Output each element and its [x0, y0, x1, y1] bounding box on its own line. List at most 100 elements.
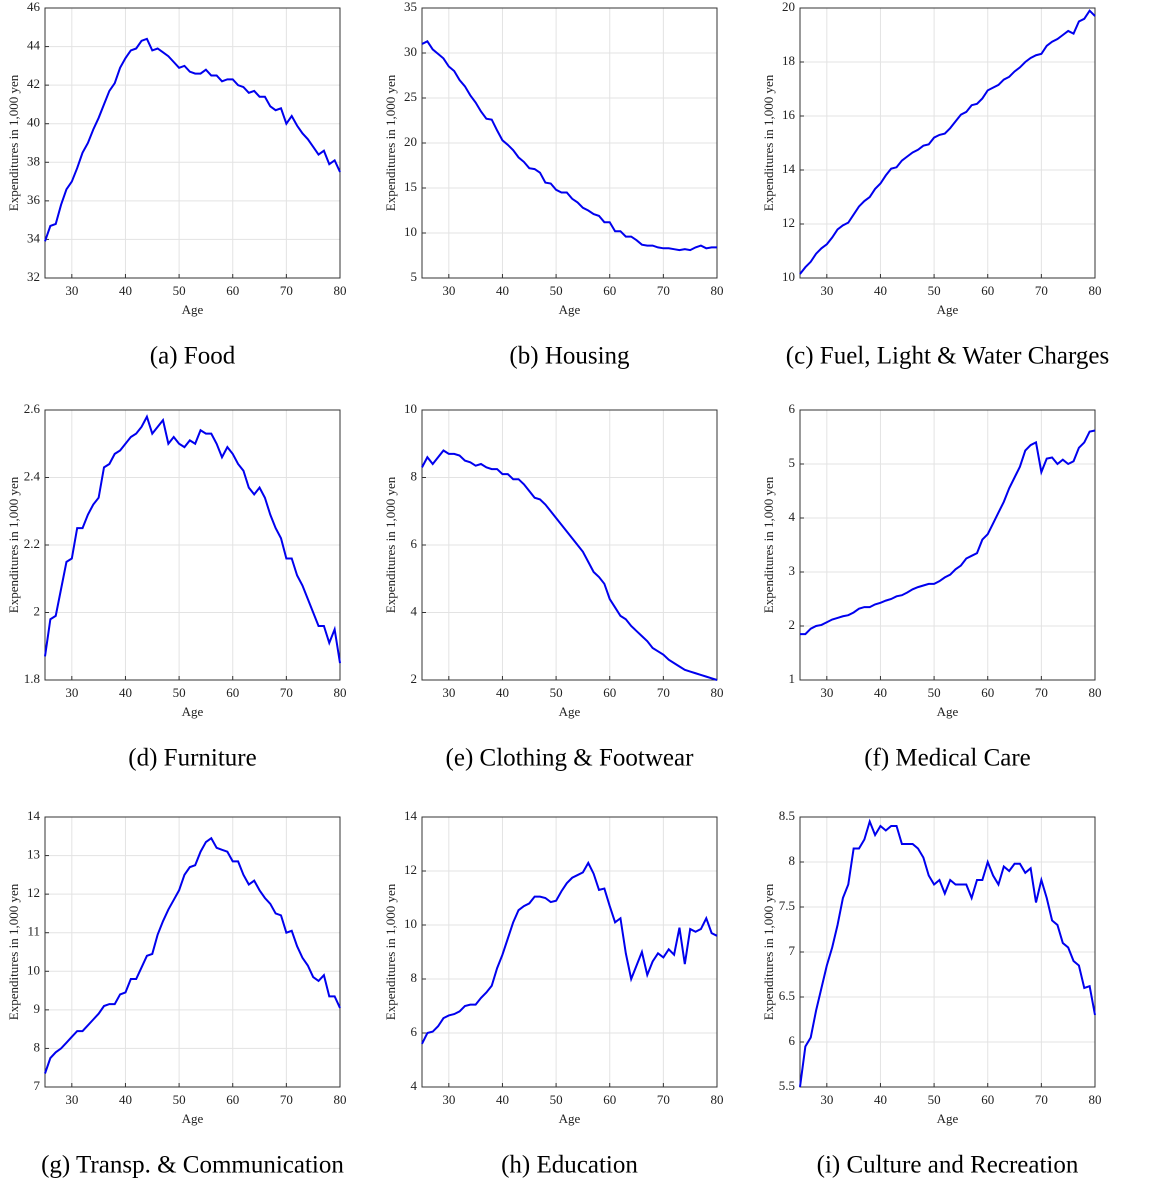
y-tick-label: 10: [404, 916, 417, 931]
x-tick-label: 30: [65, 283, 78, 298]
y-tick-label: 2: [34, 603, 41, 618]
x-tick-label: 50: [550, 1092, 563, 1107]
data-line: [421, 860, 718, 1045]
x-tick-label: 80: [711, 283, 724, 298]
y-tick-label: 12: [27, 885, 40, 900]
y-tick-label: 14: [782, 161, 796, 176]
y-tick-label: 15: [404, 179, 417, 194]
data-line: [800, 429, 1096, 636]
x-axis-label: Age: [182, 704, 204, 719]
plot-frame: [44, 409, 341, 681]
caption: (e) Clothing & Footwear: [446, 745, 695, 772]
plot-frame: [421, 7, 718, 279]
y-tick-label: 20: [782, 0, 795, 14]
y-tick-label: 2.4: [24, 468, 41, 483]
data-line: [44, 836, 341, 1074]
y-tick-label: 40: [27, 115, 40, 130]
caption: (f) Medical Care: [864, 745, 1031, 772]
data-line: [421, 40, 717, 252]
y-tick-label: 12: [782, 215, 795, 230]
x-tick-label: 30: [442, 685, 455, 700]
y-tick-label: 10: [404, 401, 417, 416]
caption: (i) Culture and Recreation: [817, 1152, 1079, 1179]
y-tick-label: 1.8: [24, 671, 40, 686]
x-tick-label: 80: [1089, 283, 1102, 298]
x-tick-label: 50: [173, 283, 186, 298]
plot-frame: [421, 816, 718, 1088]
y-tick-label: 10: [27, 962, 40, 977]
x-axis-label: Age: [937, 1111, 959, 1126]
y-axis-label: Expenditures in 1,000 yen: [383, 883, 398, 1020]
y-tick-label: 36: [27, 192, 41, 207]
y-tick-label: 2: [411, 671, 418, 686]
plot-frame: [799, 409, 1096, 681]
plot-frame: [44, 816, 341, 1088]
x-tick-label: 60: [226, 1092, 239, 1107]
y-axis-label: Expenditures in 1,000 yen: [383, 74, 398, 211]
y-tick-label: 2: [789, 617, 796, 632]
y-tick-label: 4: [411, 1078, 418, 1093]
x-tick-label: 30: [65, 1092, 78, 1107]
x-tick-label: 30: [820, 1092, 833, 1107]
x-tick-label: 80: [1089, 1092, 1102, 1107]
y-tick-label: 5.5: [779, 1078, 795, 1093]
y-tick-label: 7.5: [779, 898, 795, 913]
x-tick-label: 60: [603, 1092, 616, 1107]
x-tick-label: 80: [711, 685, 724, 700]
x-tick-label: 40: [496, 685, 509, 700]
y-axis-label: Expenditures in 1,000 yen: [6, 883, 21, 1020]
y-axis-label: Expenditures in 1,000 yen: [761, 476, 776, 613]
y-tick-label: 6: [789, 401, 796, 416]
x-tick-label: 70: [280, 685, 293, 700]
data-line: [421, 449, 718, 681]
x-tick-label: 30: [442, 1092, 455, 1107]
x-tick-label: 50: [928, 1092, 941, 1107]
x-tick-label: 40: [119, 685, 132, 700]
plot-frame: [799, 7, 1096, 279]
y-axis-label: Expenditures in 1,000 yen: [6, 476, 21, 613]
y-tick-label: 3: [789, 563, 796, 578]
y-tick-label: 2.6: [24, 401, 41, 416]
x-tick-label: 40: [874, 685, 887, 700]
x-axis-label: Age: [937, 704, 959, 719]
y-tick-label: 6: [411, 1024, 418, 1039]
y-tick-label: 6: [411, 536, 418, 551]
y-tick-label: 5: [411, 269, 418, 284]
y-tick-label: 10: [782, 269, 795, 284]
y-tick-label: 1: [789, 671, 796, 686]
y-tick-label: 8.5: [779, 808, 795, 823]
y-tick-label: 25: [404, 89, 417, 104]
y-axis-label: Expenditures in 1,000 yen: [6, 74, 21, 211]
x-tick-label: 80: [1089, 685, 1102, 700]
y-tick-label: 8: [411, 468, 418, 483]
data-line: [44, 414, 341, 664]
caption: (a) Food: [150, 343, 236, 370]
x-axis-label: Age: [182, 1111, 204, 1126]
y-tick-label: 13: [27, 847, 40, 862]
x-tick-label: 80: [334, 685, 347, 700]
x-axis-label: Age: [937, 302, 959, 317]
caption: (h) Education: [501, 1152, 638, 1179]
x-tick-label: 60: [226, 685, 239, 700]
y-tick-label: 34: [27, 230, 41, 245]
x-tick-label: 30: [820, 685, 833, 700]
y-tick-label: 32: [27, 269, 40, 284]
y-axis-label: Expenditures in 1,000 yen: [761, 883, 776, 1020]
x-tick-label: 50: [928, 283, 941, 298]
caption: (c) Fuel, Light & Water Charges: [786, 343, 1109, 370]
x-tick-label: 40: [119, 1092, 132, 1107]
caption: (g) Transp. & Communication: [41, 1152, 344, 1179]
x-tick-label: 60: [981, 1092, 994, 1107]
caption: (b) Housing: [509, 343, 630, 370]
y-tick-label: 38: [27, 153, 40, 168]
y-tick-label: 7: [789, 943, 796, 958]
y-axis-label: Expenditures in 1,000 yen: [383, 476, 398, 613]
x-tick-label: 50: [173, 685, 186, 700]
plot-frame: [799, 816, 1096, 1088]
y-tick-label: 8: [789, 853, 796, 868]
y-tick-label: 46: [27, 0, 41, 14]
plot-frame: [44, 7, 341, 279]
x-tick-label: 40: [874, 283, 887, 298]
